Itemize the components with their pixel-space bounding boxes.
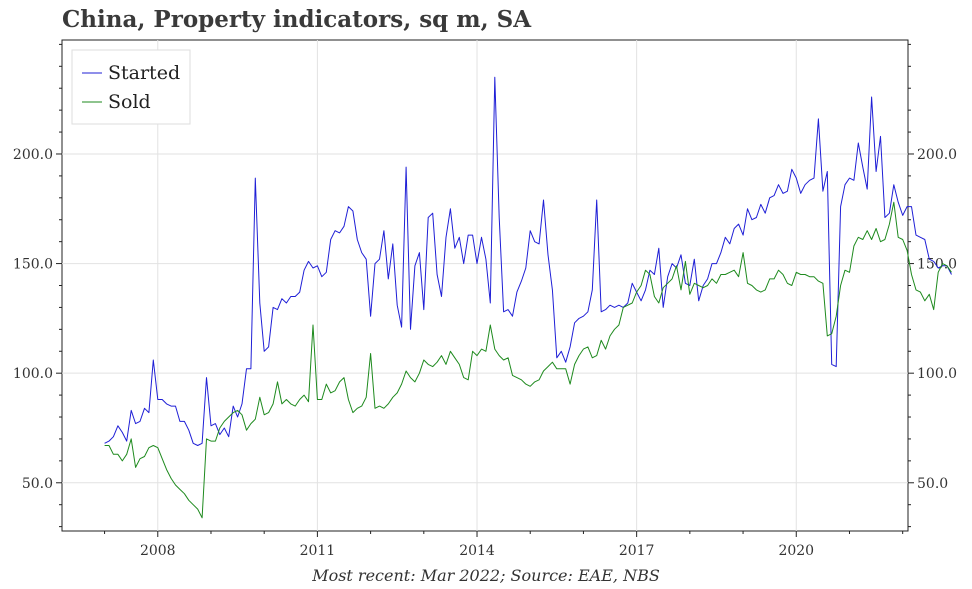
chart-caption: Most recent: Mar 2022; Source: EAE, NBS [312, 566, 660, 585]
y-tick-label-right: 100.0 [917, 366, 957, 382]
y-tick-label-left: 100.0 [13, 366, 53, 382]
legend-label-sold: Sold [108, 91, 151, 113]
x-tick-label: 2020 [778, 543, 814, 559]
y-tick-label-right: 150.0 [917, 257, 957, 273]
y-tick-label-left: 50.0 [22, 476, 53, 492]
x-tick-label: 2014 [459, 543, 495, 559]
legend-label-started: Started [108, 62, 180, 84]
series-layer [104, 76, 952, 519]
y-tick-label-left: 150.0 [13, 257, 53, 273]
series-line-sold [104, 201, 952, 519]
axis-ticks: 50.0 50.0 100.0 100.0 150.0 150.0 200.0 200.0 20… [13, 43, 957, 559]
series-line-started [104, 76, 952, 446]
y-tick-label-left: 200.0 [13, 147, 53, 163]
x-tick-label: 2011 [300, 543, 336, 559]
chart-title: China, Property indicators, sq m, SA [62, 6, 532, 33]
legend-box [71, 49, 191, 125]
grid-lines [62, 40, 908, 531]
x-tick-label: 2008 [140, 543, 176, 559]
legend: Started Sold [71, 49, 191, 125]
y-tick-label-right: 50.0 [917, 476, 948, 492]
x-tick-label: 2017 [619, 543, 655, 559]
y-tick-label-right: 200.0 [917, 147, 957, 163]
